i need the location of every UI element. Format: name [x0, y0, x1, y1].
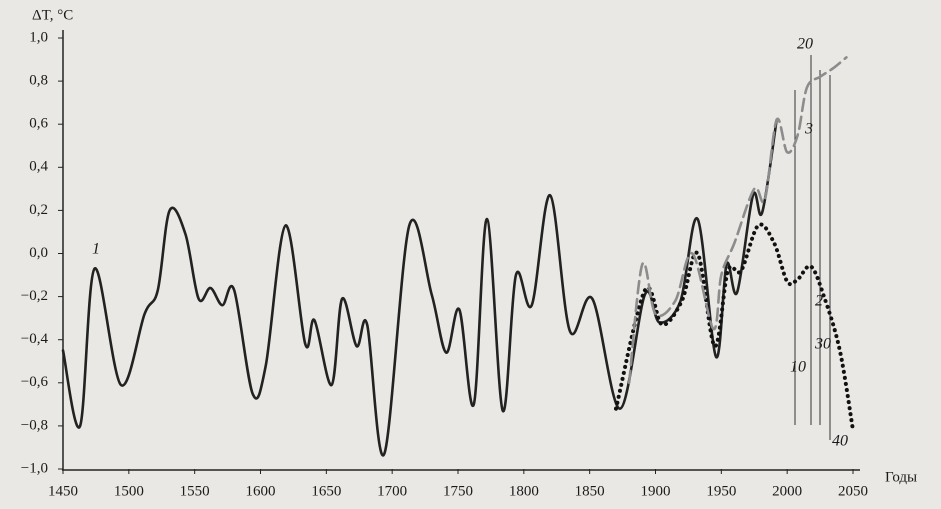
x-tick-label: 1750: [443, 483, 473, 499]
annotation: 10: [790, 359, 806, 376]
annotation: 40: [832, 433, 848, 450]
x-axis-label: Годы: [885, 469, 917, 485]
y-tick-label: −0,2: [21, 288, 48, 304]
curve-label: 2: [815, 293, 823, 310]
x-tick-label: 1600: [246, 483, 276, 499]
y-tick-label: −0,4: [21, 331, 49, 347]
scenario-lines: [794, 55, 831, 440]
curve-label: 3: [804, 121, 813, 138]
y-tick-label: 0,6: [29, 116, 48, 132]
curve-label: 1: [92, 241, 100, 258]
y-tick-label: 0,8: [29, 73, 48, 89]
x-tick-label: 1450: [48, 483, 78, 499]
y-tick-label: 0,0: [29, 245, 48, 261]
x-tick-label: 1700: [377, 483, 407, 499]
x-tick-label: 1950: [706, 483, 736, 499]
y-tick-label: −0,8: [21, 417, 48, 433]
x-tick-label: 1550: [180, 483, 210, 499]
y-tick-label: 0,4: [29, 159, 48, 175]
x-tick-label: 2000: [772, 483, 802, 499]
x-tick-label: 1650: [311, 483, 341, 499]
y-tick-label: −0,6: [21, 374, 49, 390]
y-axis-label: ΔT, °C: [32, 7, 73, 23]
x-tick-label: 1850: [575, 483, 605, 499]
annotation: 20: [797, 36, 813, 53]
x-tick-label: 1900: [641, 483, 671, 499]
series-line: [61, 118, 778, 457]
x-tick-label: 1500: [114, 483, 144, 499]
x-tick-label: 2050: [838, 483, 868, 499]
y-tick-label: 1,0: [29, 29, 48, 45]
y-tick-label: −1,0: [21, 460, 48, 476]
series-line: [627, 56, 848, 385]
series-line: [614, 222, 855, 433]
y-tick-label: 0,2: [29, 202, 48, 218]
x-tick-label: 1800: [509, 483, 539, 499]
annotation: 30: [814, 336, 831, 353]
